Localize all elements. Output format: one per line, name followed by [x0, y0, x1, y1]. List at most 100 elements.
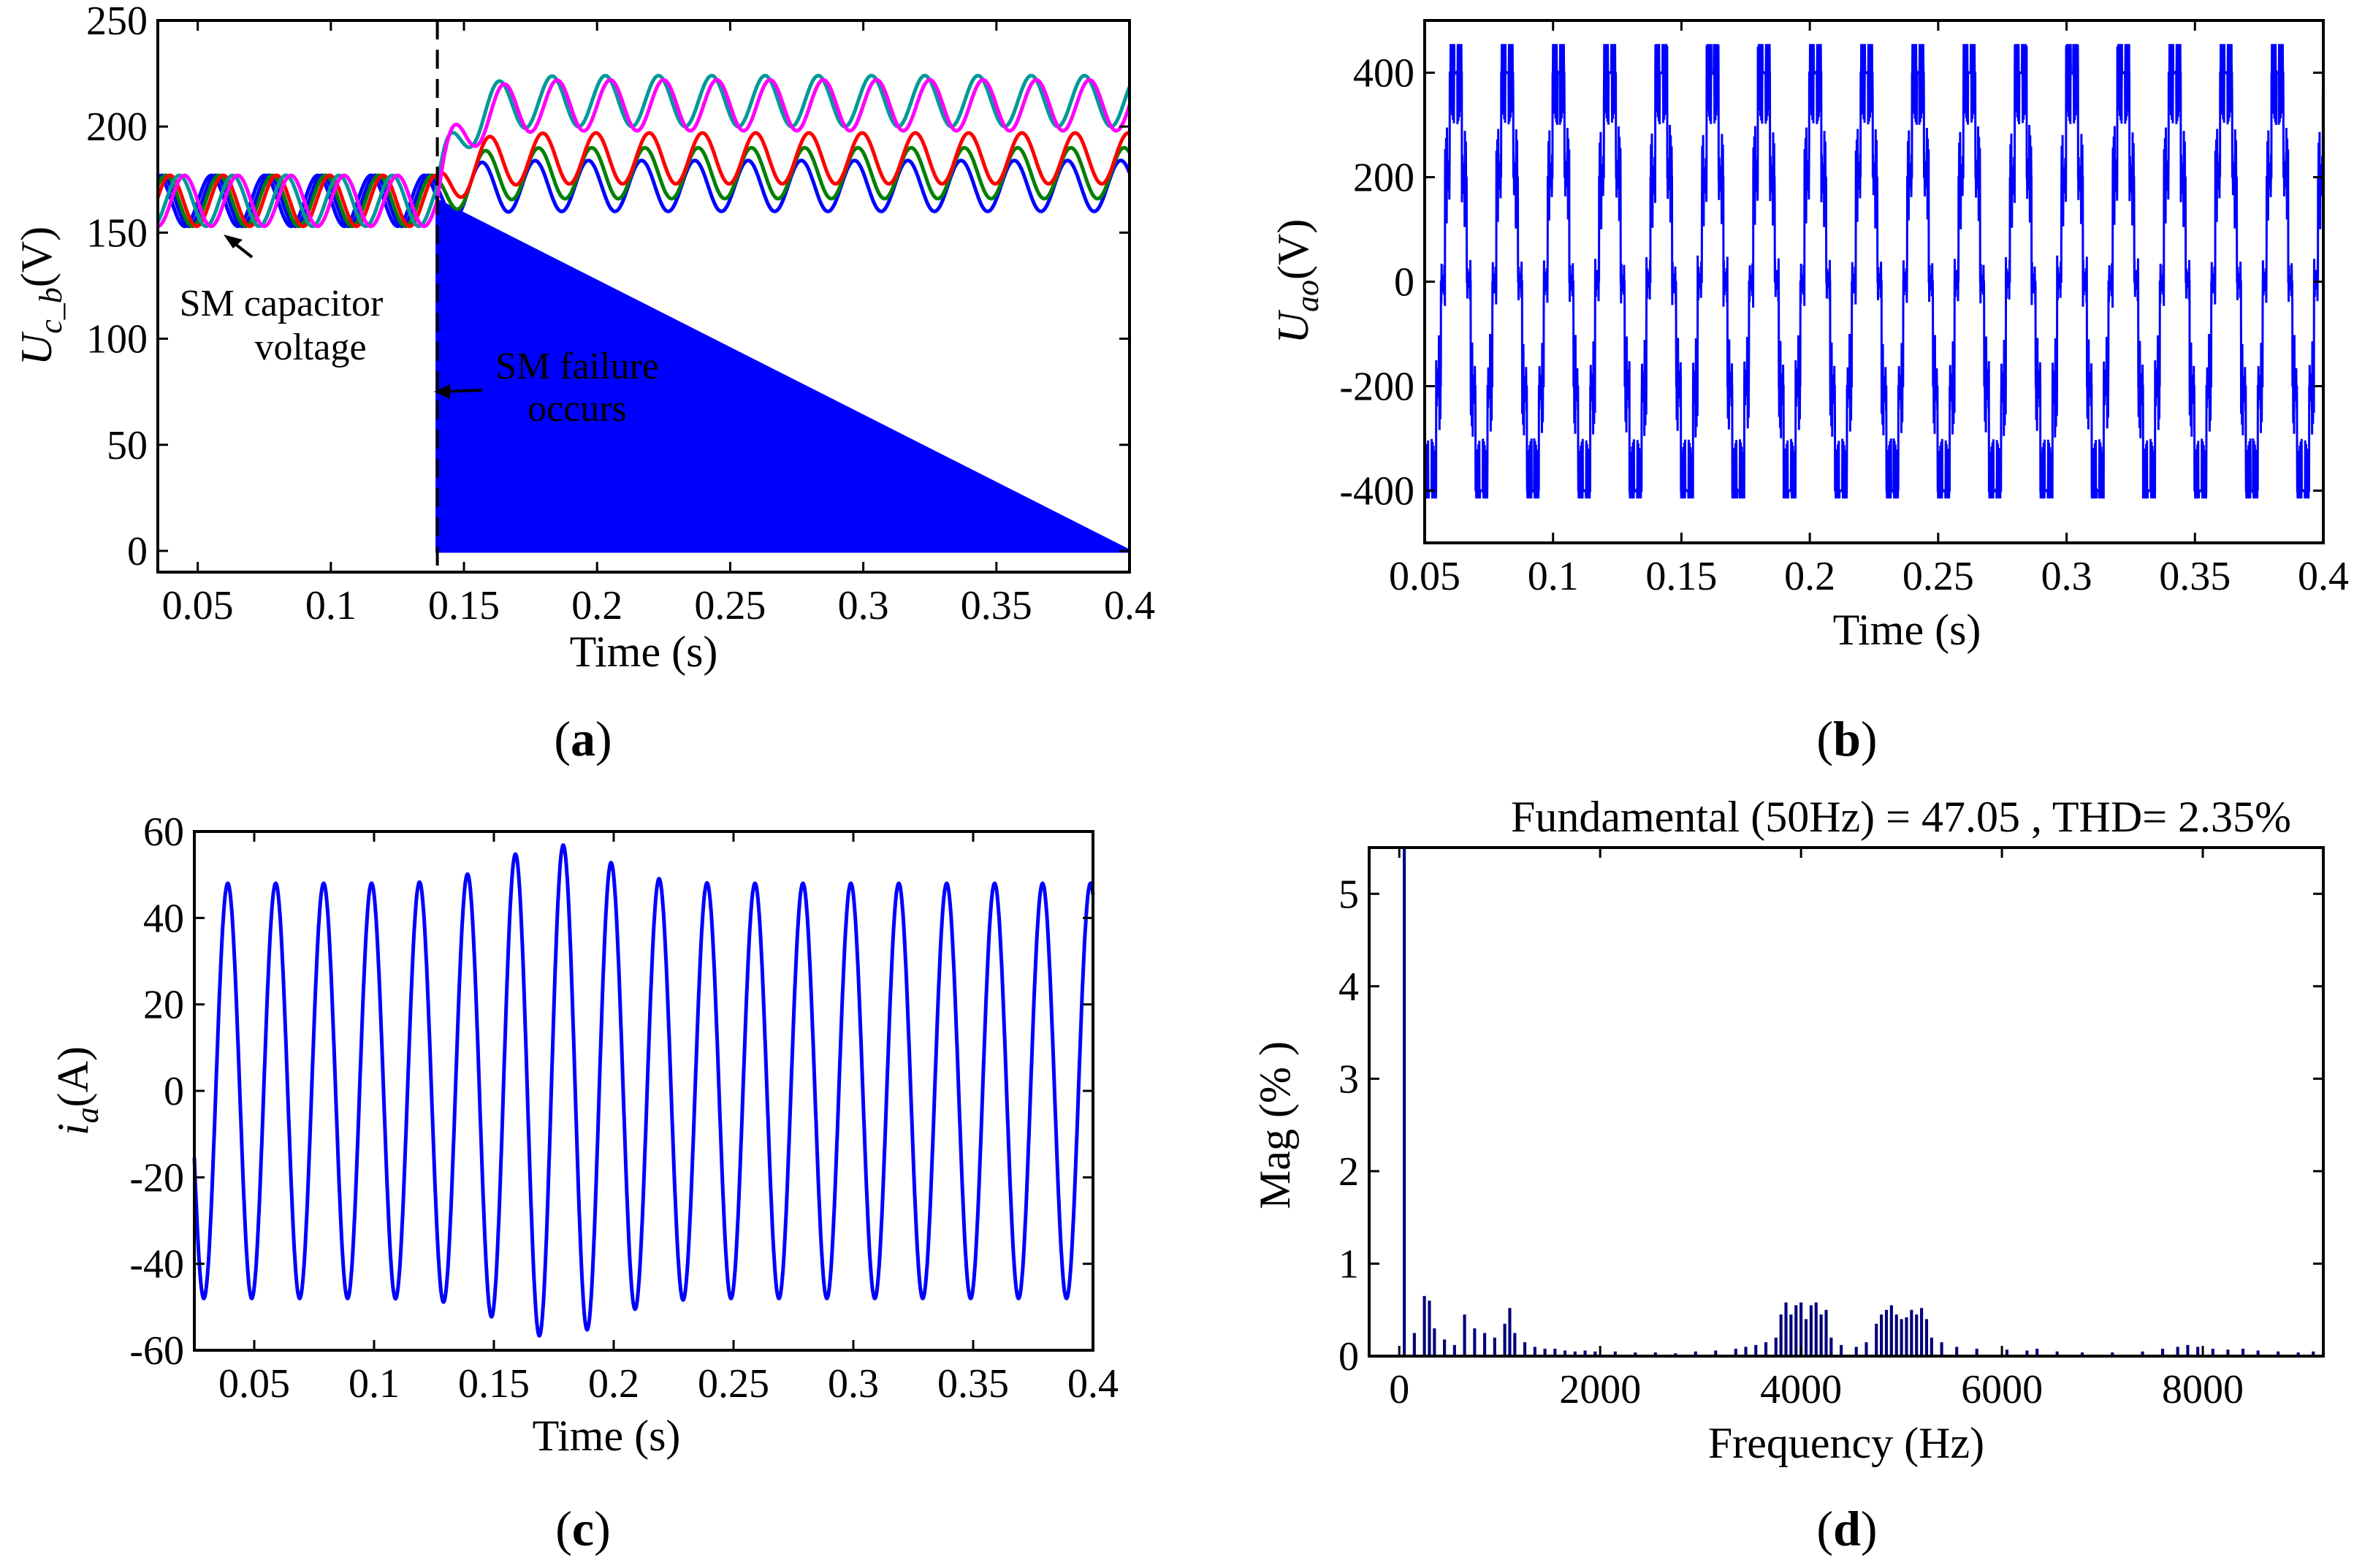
y-tick-label: 2	[1338, 1149, 1359, 1195]
y-tick-label: 20	[143, 983, 184, 1028]
y-tick-label: 50	[107, 423, 148, 468]
y-tick-label: 0	[164, 1069, 184, 1114]
y-tick-label: 250	[86, 0, 148, 44]
y-tick-label: 0	[1338, 1334, 1359, 1379]
harmonic-bar	[1543, 1348, 1547, 1356]
harmonic-bar	[1924, 1319, 1929, 1356]
harmonic-bar	[2111, 1352, 2114, 1356]
harmonic-bar	[1613, 1351, 1617, 1356]
panel-c-y-ticks: -60 -40 -20 0 20 40 60	[129, 810, 1093, 1374]
harmonic-bar	[1804, 1319, 1808, 1356]
harmonic-bar	[1875, 1323, 1878, 1356]
panel-b-x-label: Time (s)	[1833, 606, 1981, 654]
annotation-sm-failure-occurs: SM failure occurs	[434, 346, 659, 430]
harmonic-bar	[2277, 1351, 2280, 1356]
y-tick-label: 0	[1394, 260, 1414, 305]
harmonic-bar	[1694, 1351, 1697, 1356]
x-tick-label: 0.4	[1067, 1361, 1119, 1407]
panel-a-x-label: Time (s)	[570, 628, 718, 676]
harmonic-bar	[1814, 1302, 1818, 1356]
series-output-voltage	[1423, 44, 2325, 499]
y-tick-label: 0	[127, 529, 148, 574]
series-phase-current	[192, 843, 1095, 1338]
harmonic-bar	[2211, 1348, 2214, 1356]
x-tick-label: 0.15	[428, 583, 500, 628]
harmonic-bar	[1443, 1339, 1447, 1356]
y-tick-label: 3	[1338, 1057, 1359, 1102]
y-tick-label: 400	[1353, 51, 1414, 96]
annotation-text-line1: SM failure	[495, 346, 659, 387]
x-tick-label: 0.05	[1389, 554, 1460, 599]
y-tick-label: 1	[1338, 1241, 1359, 1287]
x-tick-label: 0.25	[694, 583, 766, 628]
panel-d-title: Fundamental (50Hz) = 47.05 , THD= 2.35%	[1511, 793, 2291, 841]
harmonic-bar	[2141, 1351, 2144, 1356]
y-tick-label: -20	[129, 1155, 184, 1200]
harmonic-bar	[2055, 1351, 2059, 1356]
panel-a-label: (a)	[554, 711, 612, 766]
harmonic-bar	[1493, 1337, 1496, 1356]
x-tick-label: 0.15	[458, 1361, 530, 1407]
harmonic-bar	[1854, 1347, 1858, 1356]
annotation-sm-capacitor-voltage: SM capacitor voltage	[180, 235, 383, 368]
harmonic-bar	[1955, 1347, 1959, 1356]
harmonic-bar	[1483, 1333, 1487, 1356]
y-tick-label: 4	[1338, 964, 1359, 1010]
annotation-arrowhead	[224, 235, 243, 248]
x-tick-label: 8000	[2162, 1367, 2244, 1412]
x-tick-label: 0.35	[937, 1361, 1009, 1407]
harmonic-bar	[1840, 1344, 1843, 1356]
harmonic-bar	[2160, 1348, 2165, 1356]
harmonic-bar	[1829, 1337, 1833, 1356]
x-tick-label: 0.4	[1104, 583, 1155, 628]
y-tick-label: 40	[143, 896, 184, 941]
panel-d-data	[1403, 848, 2315, 1356]
y-tick-label: 200	[1353, 156, 1414, 201]
x-tick-label: 0.3	[2041, 554, 2092, 599]
y-tick-label: -200	[1339, 365, 1414, 410]
harmonic-bar	[1920, 1308, 1924, 1356]
y-tick-label: 100	[86, 317, 148, 362]
y-tick-label: 150	[86, 210, 148, 256]
harmonic-bar	[2025, 1350, 2029, 1356]
x-tick-label: 0.1	[1528, 554, 1579, 599]
harmonic-bar	[1774, 1337, 1778, 1356]
harmonic-bar	[2312, 1351, 2315, 1356]
harmonic-bar	[1884, 1309, 1889, 1356]
harmonic-bar	[1819, 1314, 1823, 1356]
harmonic-bar	[1583, 1350, 1587, 1356]
panel-a-y-label: Uc_b(V)	[12, 227, 69, 365]
harmonic-bar	[2296, 1352, 2300, 1356]
panel-d-x-ticks: 0 2000 4000 6000 8000	[1389, 848, 2244, 1412]
harmonic-bar	[2256, 1350, 2260, 1356]
y-tick-label: -400	[1339, 469, 1414, 514]
harmonic-bar	[1889, 1305, 1893, 1356]
panel-c-data	[192, 843, 1095, 1338]
harmonic-bar	[1533, 1347, 1536, 1356]
panel-d-x-label: Frequency (Hz)	[1708, 1419, 1984, 1467]
x-tick-label: 0.3	[838, 583, 889, 628]
harmonic-bar	[1864, 1342, 1868, 1356]
panel-a-voltage-chart: 0.05 0.1 0.15 0.2 0.25 0.3 0.35 0.4 0 50 100 150 20…	[12, 0, 1155, 766]
harmonic-bar	[2005, 1350, 2009, 1356]
series-cyan	[156, 73, 1132, 229]
harmonic-bar	[1463, 1314, 1466, 1356]
panel-c-label: (c)	[555, 1501, 611, 1556]
panel-b-voltage-chart: 0.05 0.1 0.15 0.2 0.25 0.3 0.35 0.4 -400 -200 0 20…	[1269, 19, 2349, 766]
x-tick-label: 0.35	[2159, 554, 2231, 599]
panel-a-data	[156, 20, 1132, 572]
x-tick-label: 0.15	[1645, 554, 1717, 599]
panel-c-x-label: Time (s)	[533, 1412, 681, 1460]
x-tick-label: 0.05	[218, 1361, 290, 1407]
x-tick-label: 0.35	[961, 583, 1032, 628]
harmonic-bar	[1880, 1314, 1883, 1356]
annotation-text-line2: occurs	[527, 388, 627, 430]
harmonic-bar	[1734, 1348, 1737, 1356]
harmonic-bar	[1452, 1344, 1456, 1356]
harmonic-bar	[1910, 1309, 1913, 1356]
harmonic-bar	[2226, 1350, 2230, 1356]
harmonic-bar	[1653, 1352, 1657, 1356]
harmonic-bar	[1894, 1314, 1898, 1356]
harmonic-bar	[1940, 1342, 1943, 1356]
